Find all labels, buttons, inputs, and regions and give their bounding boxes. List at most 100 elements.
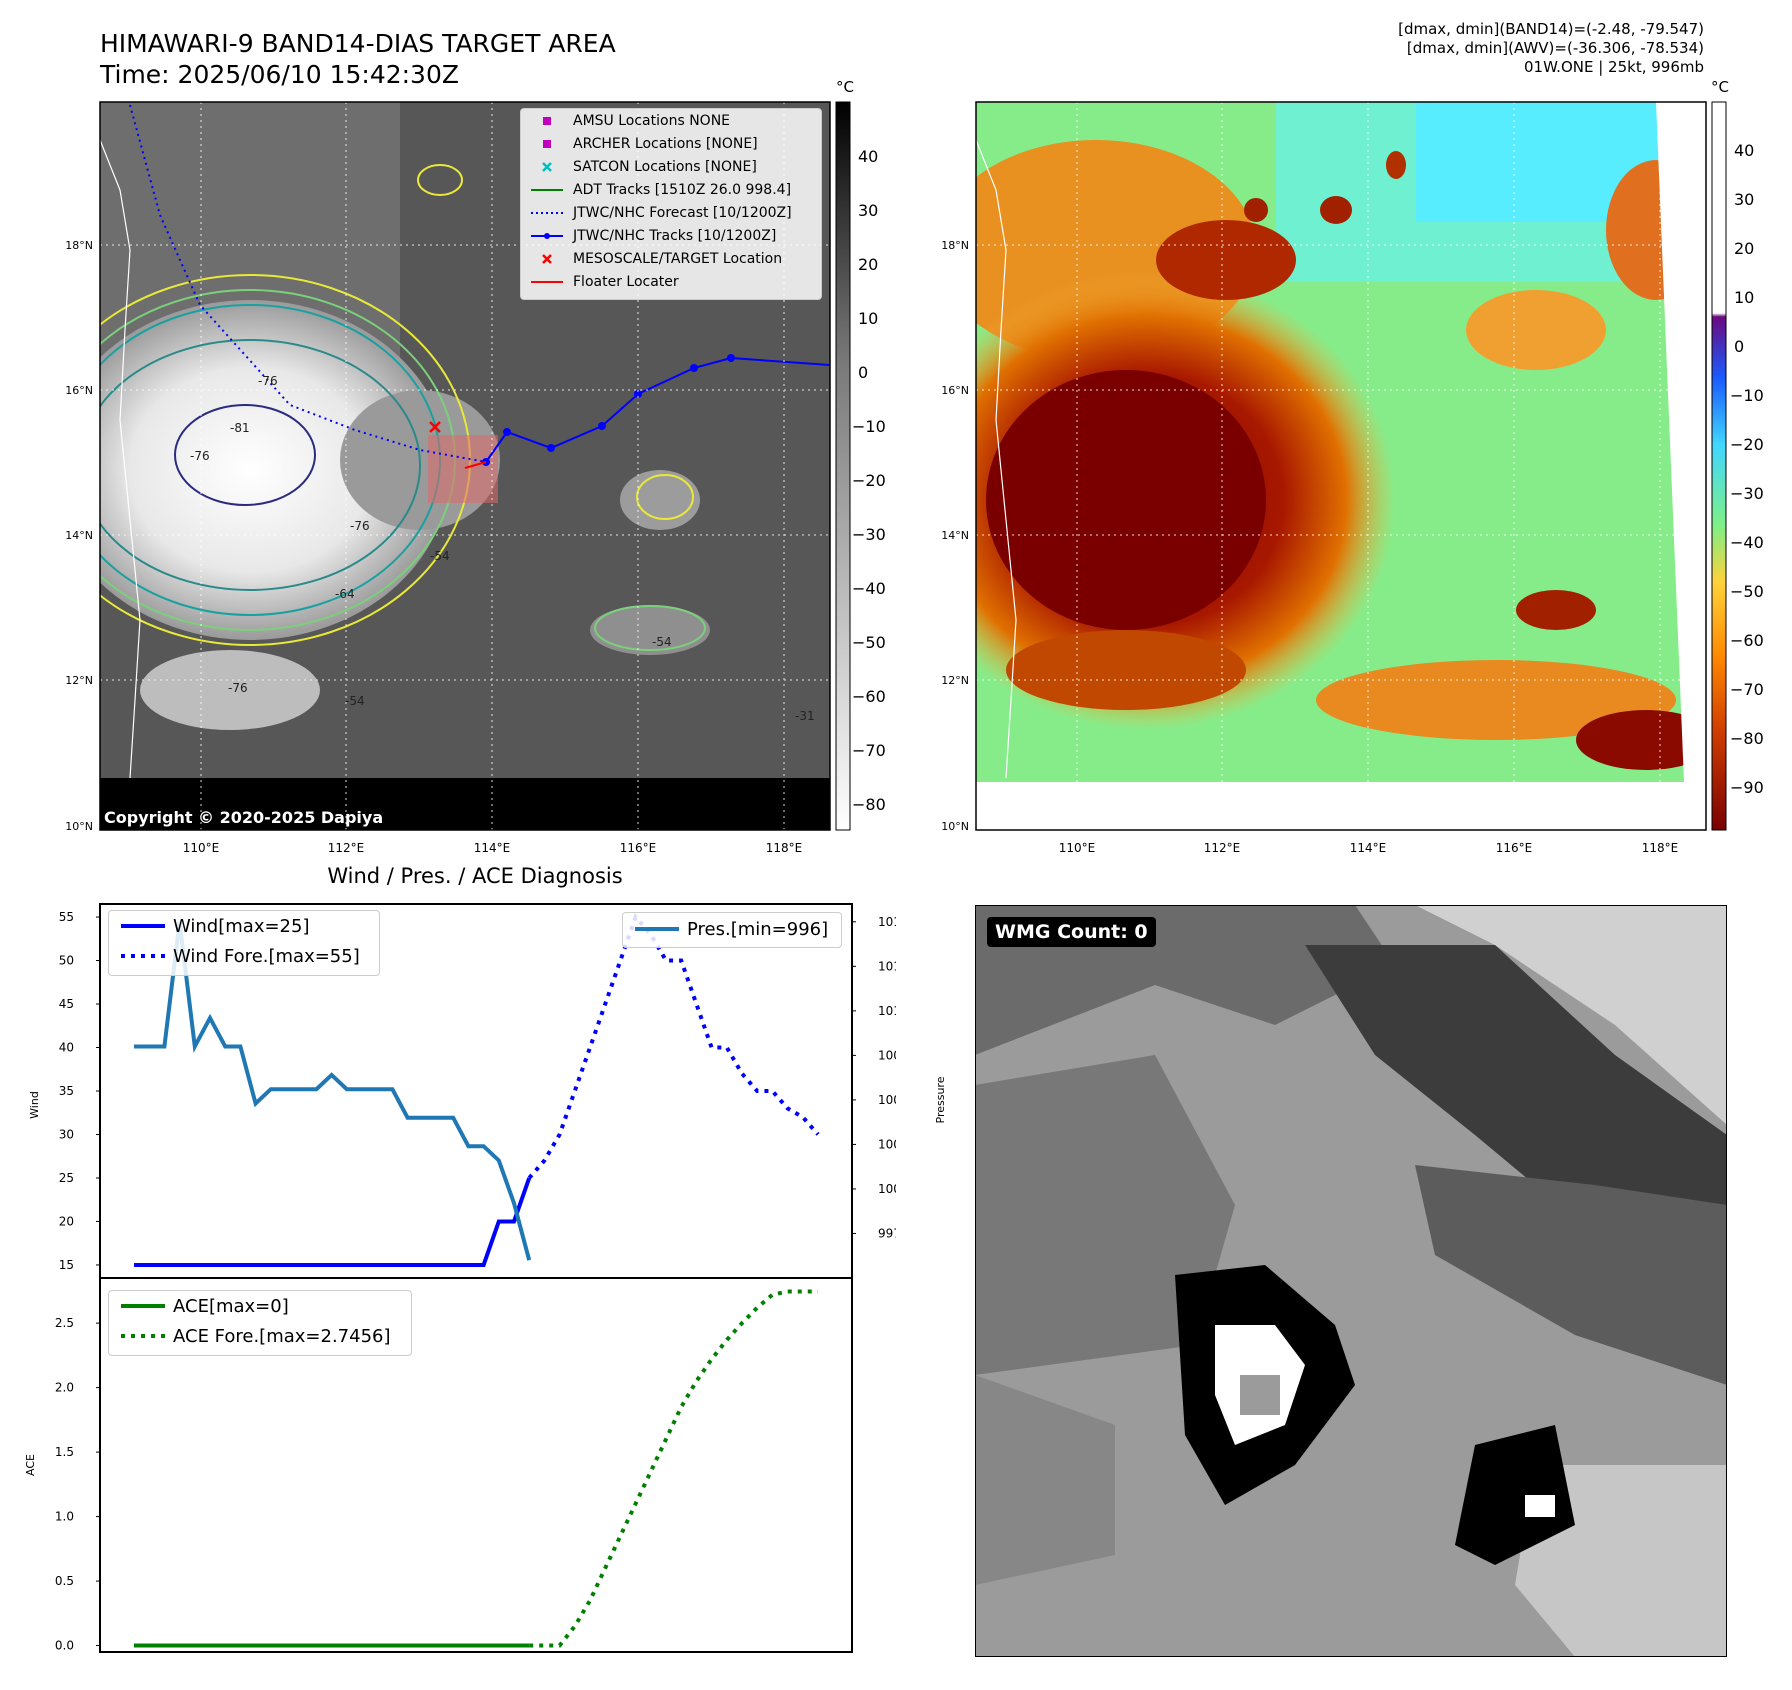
wind-legend: Wind[max=25] Wind Fore.[max=55] xyxy=(108,910,380,976)
storm-info: 01W.ONE | 25kt, 996mb xyxy=(1523,58,1704,76)
y-right-tick-label: 1005.0 xyxy=(878,1093,896,1107)
legend-item: Floater Locater xyxy=(521,270,821,293)
legend-label: ADT Tracks [1510Z 26.0 998.4] xyxy=(573,181,792,198)
y-tick-label: 15 xyxy=(59,1258,74,1272)
legend-swatch xyxy=(531,188,563,191)
y-right-tick-label: 1002.5 xyxy=(878,1137,896,1151)
chart-title: HIMAWARI-9 BAND14-DIAS TARGET AREA Time:… xyxy=(100,28,616,90)
lon-label: 116°E xyxy=(1496,841,1533,855)
legend-swatch xyxy=(531,232,563,239)
colorbar-tick: 40 xyxy=(1734,141,1754,160)
lat-label: 12°N xyxy=(941,674,969,687)
wmg-panel xyxy=(975,905,1727,1657)
pressure-label-holder: Pressure xyxy=(934,1076,947,1123)
legend-item: JTWC/NHC Forecast [10/1200Z] xyxy=(521,201,821,224)
legend-swatch xyxy=(531,211,563,214)
ace-axis-label: ACE xyxy=(24,1454,37,1476)
lon-label: 118°E xyxy=(766,841,803,855)
legend-label: Wind[max=25] xyxy=(173,915,310,937)
colorbar-tick: −80 xyxy=(852,795,886,814)
contour-label: -81 xyxy=(230,421,250,435)
lat-label: 12°N xyxy=(65,674,93,687)
ace-plot-frame xyxy=(99,1277,853,1653)
title-line-1: HIMAWARI-9 BAND14-DIAS TARGET AREA xyxy=(100,29,616,58)
colorbar-tick: −40 xyxy=(852,579,886,598)
lat-label: 10°N xyxy=(941,820,969,833)
legend-swatch-solid-blue xyxy=(121,924,165,928)
colorbar-unit: °C xyxy=(836,78,854,96)
y-right-tick-label: 1012.5 xyxy=(878,959,896,973)
dmax-band14: [dmax, dmin](BAND14)=(-2.48, -79.547) xyxy=(1398,20,1704,38)
legend-item: AMSU Locations NONE xyxy=(521,109,821,132)
lat-label: 16°N xyxy=(941,384,969,397)
legend-swatch-solid-green xyxy=(121,1304,165,1308)
y-tick-label: 2.5 xyxy=(55,1316,74,1330)
lat-label: 18°N xyxy=(65,239,93,252)
colorbar-tick: −20 xyxy=(852,471,886,490)
legend-label: JTWC/NHC Tracks [10/1200Z] xyxy=(573,227,777,244)
lon-label: 118°E xyxy=(1642,841,1679,855)
ir-map-legend: AMSU Locations NONE ARCHER Locations [NON… xyxy=(520,108,822,300)
legend-label: Pres.[min=996] xyxy=(687,918,829,940)
ir-colorbar xyxy=(835,101,851,831)
y-tick-label: 0.0 xyxy=(55,1639,74,1653)
colorbar-tick: −10 xyxy=(852,417,886,436)
pressure-axis-label: Pressure xyxy=(934,1076,947,1123)
contour-label: -54 xyxy=(430,549,450,563)
y-tick-label: 2.0 xyxy=(55,1381,74,1395)
lon-label: 112°E xyxy=(328,841,365,855)
legend-swatch xyxy=(542,161,552,172)
lon-label: 114°E xyxy=(474,841,511,855)
contour-label: -31 xyxy=(795,709,815,723)
colorbar-tick: 0 xyxy=(1734,337,1744,356)
colorbar-tick: −80 xyxy=(1730,729,1764,748)
legend-item: JTWC/NHC Tracks [10/1200Z] xyxy=(521,224,821,247)
colorbar-tick: −50 xyxy=(852,633,886,652)
title-line-2: Time: 2025/06/10 15:42:30Z xyxy=(100,60,459,89)
y-tick-label: 50 xyxy=(59,954,74,968)
y-tick-label: 1.0 xyxy=(55,1510,74,1524)
series-line-wind-forecast xyxy=(527,913,820,1180)
colorbar-tick: −30 xyxy=(1730,484,1764,503)
series-line-wind xyxy=(134,1177,532,1267)
awv-imagery xyxy=(976,102,1706,830)
legend-swatch-dotted-blue xyxy=(121,954,165,958)
awv-map-panel: 18°N 16°N 14°N 12°N 10°N 110°E 112°E 114… xyxy=(941,78,1764,855)
y-right-tick-label: 1007.5 xyxy=(878,1048,896,1062)
legend-swatch-solid-steelblue xyxy=(635,927,679,931)
colorbar-tick: −10 xyxy=(1730,386,1764,405)
header-stats: [dmax, dmin](BAND14)=(-2.48, -79.547) [d… xyxy=(1398,20,1704,77)
series-line-pressure xyxy=(134,921,532,1261)
legend-item: ARCHER Locations [NONE] xyxy=(521,132,821,155)
colorbar-tick: −70 xyxy=(1730,680,1764,699)
lat-label: 10°N xyxy=(65,820,93,833)
colorbar-tick: −60 xyxy=(852,687,886,706)
y-tick-label: 55 xyxy=(59,910,74,924)
wmg-count-label: WMG Count: 0 xyxy=(987,917,1156,947)
colorbar-unit: °C xyxy=(1711,78,1729,96)
legend-label: ACE[max=0] xyxy=(173,1295,289,1317)
contour-label: -76 xyxy=(228,681,248,695)
legend-item: Wind Fore.[max=55] xyxy=(109,941,379,971)
colorbar-tick: −90 xyxy=(1730,778,1764,797)
legend-swatch-dotted-green xyxy=(121,1334,165,1338)
lon-label: 112°E xyxy=(1204,841,1241,855)
y-tick-label: 35 xyxy=(59,1084,74,1098)
legend-label: SATCON Locations [NONE] xyxy=(573,158,757,175)
copyright-text: Copyright © 2020-2025 Dapiya xyxy=(104,808,384,827)
colorbar-tick: −60 xyxy=(1730,631,1764,650)
legend-item: ACE[max=0] xyxy=(109,1291,411,1321)
legend-item: ACE Fore.[max=2.7456] xyxy=(109,1321,411,1351)
lon-label: 110°E xyxy=(183,841,220,855)
lon-label: 110°E xyxy=(1059,841,1096,855)
wind-axis-label: Wind xyxy=(28,1091,41,1119)
colorbar-tick: 30 xyxy=(1734,190,1754,209)
y-right-tick-label: 997.5 xyxy=(878,1226,896,1240)
legend-swatch xyxy=(531,280,563,283)
lat-label: 14°N xyxy=(65,529,93,542)
colorbar-tick: −40 xyxy=(1730,533,1764,552)
legend-label: MESOSCALE/TARGET Location xyxy=(573,250,783,267)
y-right-tick-label: 1000.0 xyxy=(878,1182,896,1196)
colorbar-tick: 30 xyxy=(858,201,878,220)
colorbar-tick: −50 xyxy=(1730,582,1764,601)
